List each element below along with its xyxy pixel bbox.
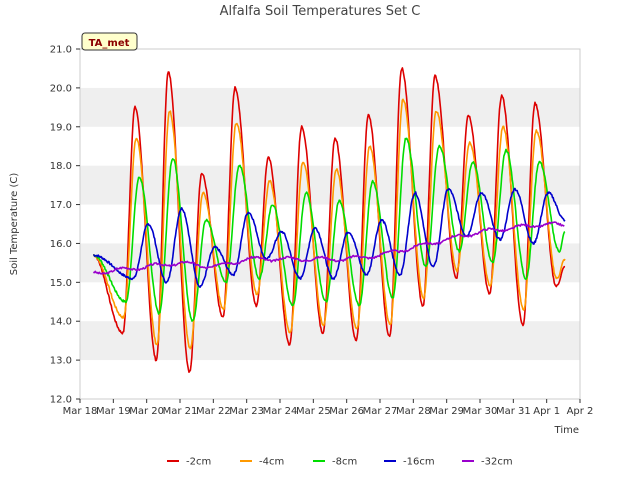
series-line-32cmcm <box>93 221 565 275</box>
x-tick-label: Mar 20 <box>129 406 164 417</box>
legend-label: -16cm <box>403 457 435 468</box>
x-tick-label: Mar 27 <box>363 406 398 417</box>
grid-band <box>80 321 580 361</box>
x-tick-label: Mar 30 <box>463 406 498 417</box>
chart-title: Alfalfa Soil Temperatures Set C <box>220 4 421 19</box>
y-tick-label: 18.0 <box>50 161 72 172</box>
legend-label: -32cm <box>481 457 513 468</box>
x-tick-label: Apr 1 <box>533 406 560 417</box>
y-axis-label: Soil Temperature (C) <box>9 173 20 276</box>
y-tick-label: 14.0 <box>50 317 72 328</box>
legend-label: -2cm <box>186 457 211 468</box>
y-tick-label: 21.0 <box>50 45 72 56</box>
site-tag-label: TA_met <box>89 38 130 49</box>
site-tag-box <box>81 32 138 51</box>
x-tick-label: Mar 18 <box>63 406 98 417</box>
x-tick-label: Mar 25 <box>296 406 331 417</box>
legend-label: -8cm <box>332 457 357 468</box>
x-tick-label: Mar 31 <box>496 406 531 417</box>
grid-band <box>80 87 580 127</box>
x-tick-label: Mar 29 <box>429 406 464 417</box>
y-tick-label: 17.0 <box>50 200 72 211</box>
y-tick-label: 15.0 <box>50 278 72 289</box>
plot-area-frame <box>79 48 581 400</box>
site-tag: TA_met <box>81 32 138 51</box>
x-tick-label: Mar 21 <box>163 406 198 417</box>
series-lines <box>93 67 566 373</box>
y-axis-ticks: 12.0 13.0 14.0 15.0 16.0 17.0 18.0 19.0 20.0 21.0 <box>50 45 80 406</box>
x-tick-label: Mar 28 <box>396 406 431 417</box>
legend: -2cm -4cm -8cm -16cm -32cm <box>167 457 513 468</box>
x-tick-label: Mar 22 <box>196 406 231 417</box>
x-tick-label: Mar 26 <box>329 406 364 417</box>
y-tick-label: 13.0 <box>50 356 72 367</box>
x-tick-label: Mar 23 <box>229 406 264 417</box>
x-tick-label: Mar 24 <box>263 406 298 417</box>
legend-label: -4cm <box>259 457 284 468</box>
x-tick-label: Apr 2 <box>567 406 594 417</box>
x-axis-label: Time <box>554 425 579 436</box>
y-tick-label: 12.0 <box>50 395 72 406</box>
series-line-2cmcm <box>93 67 566 373</box>
y-tick-label: 16.0 <box>50 239 72 250</box>
y-tick-label: 20.0 <box>50 83 72 94</box>
y-tick-label: 19.0 <box>50 122 72 133</box>
x-tick-label: Mar 19 <box>96 406 131 417</box>
series-line-8cmcm <box>93 137 566 322</box>
